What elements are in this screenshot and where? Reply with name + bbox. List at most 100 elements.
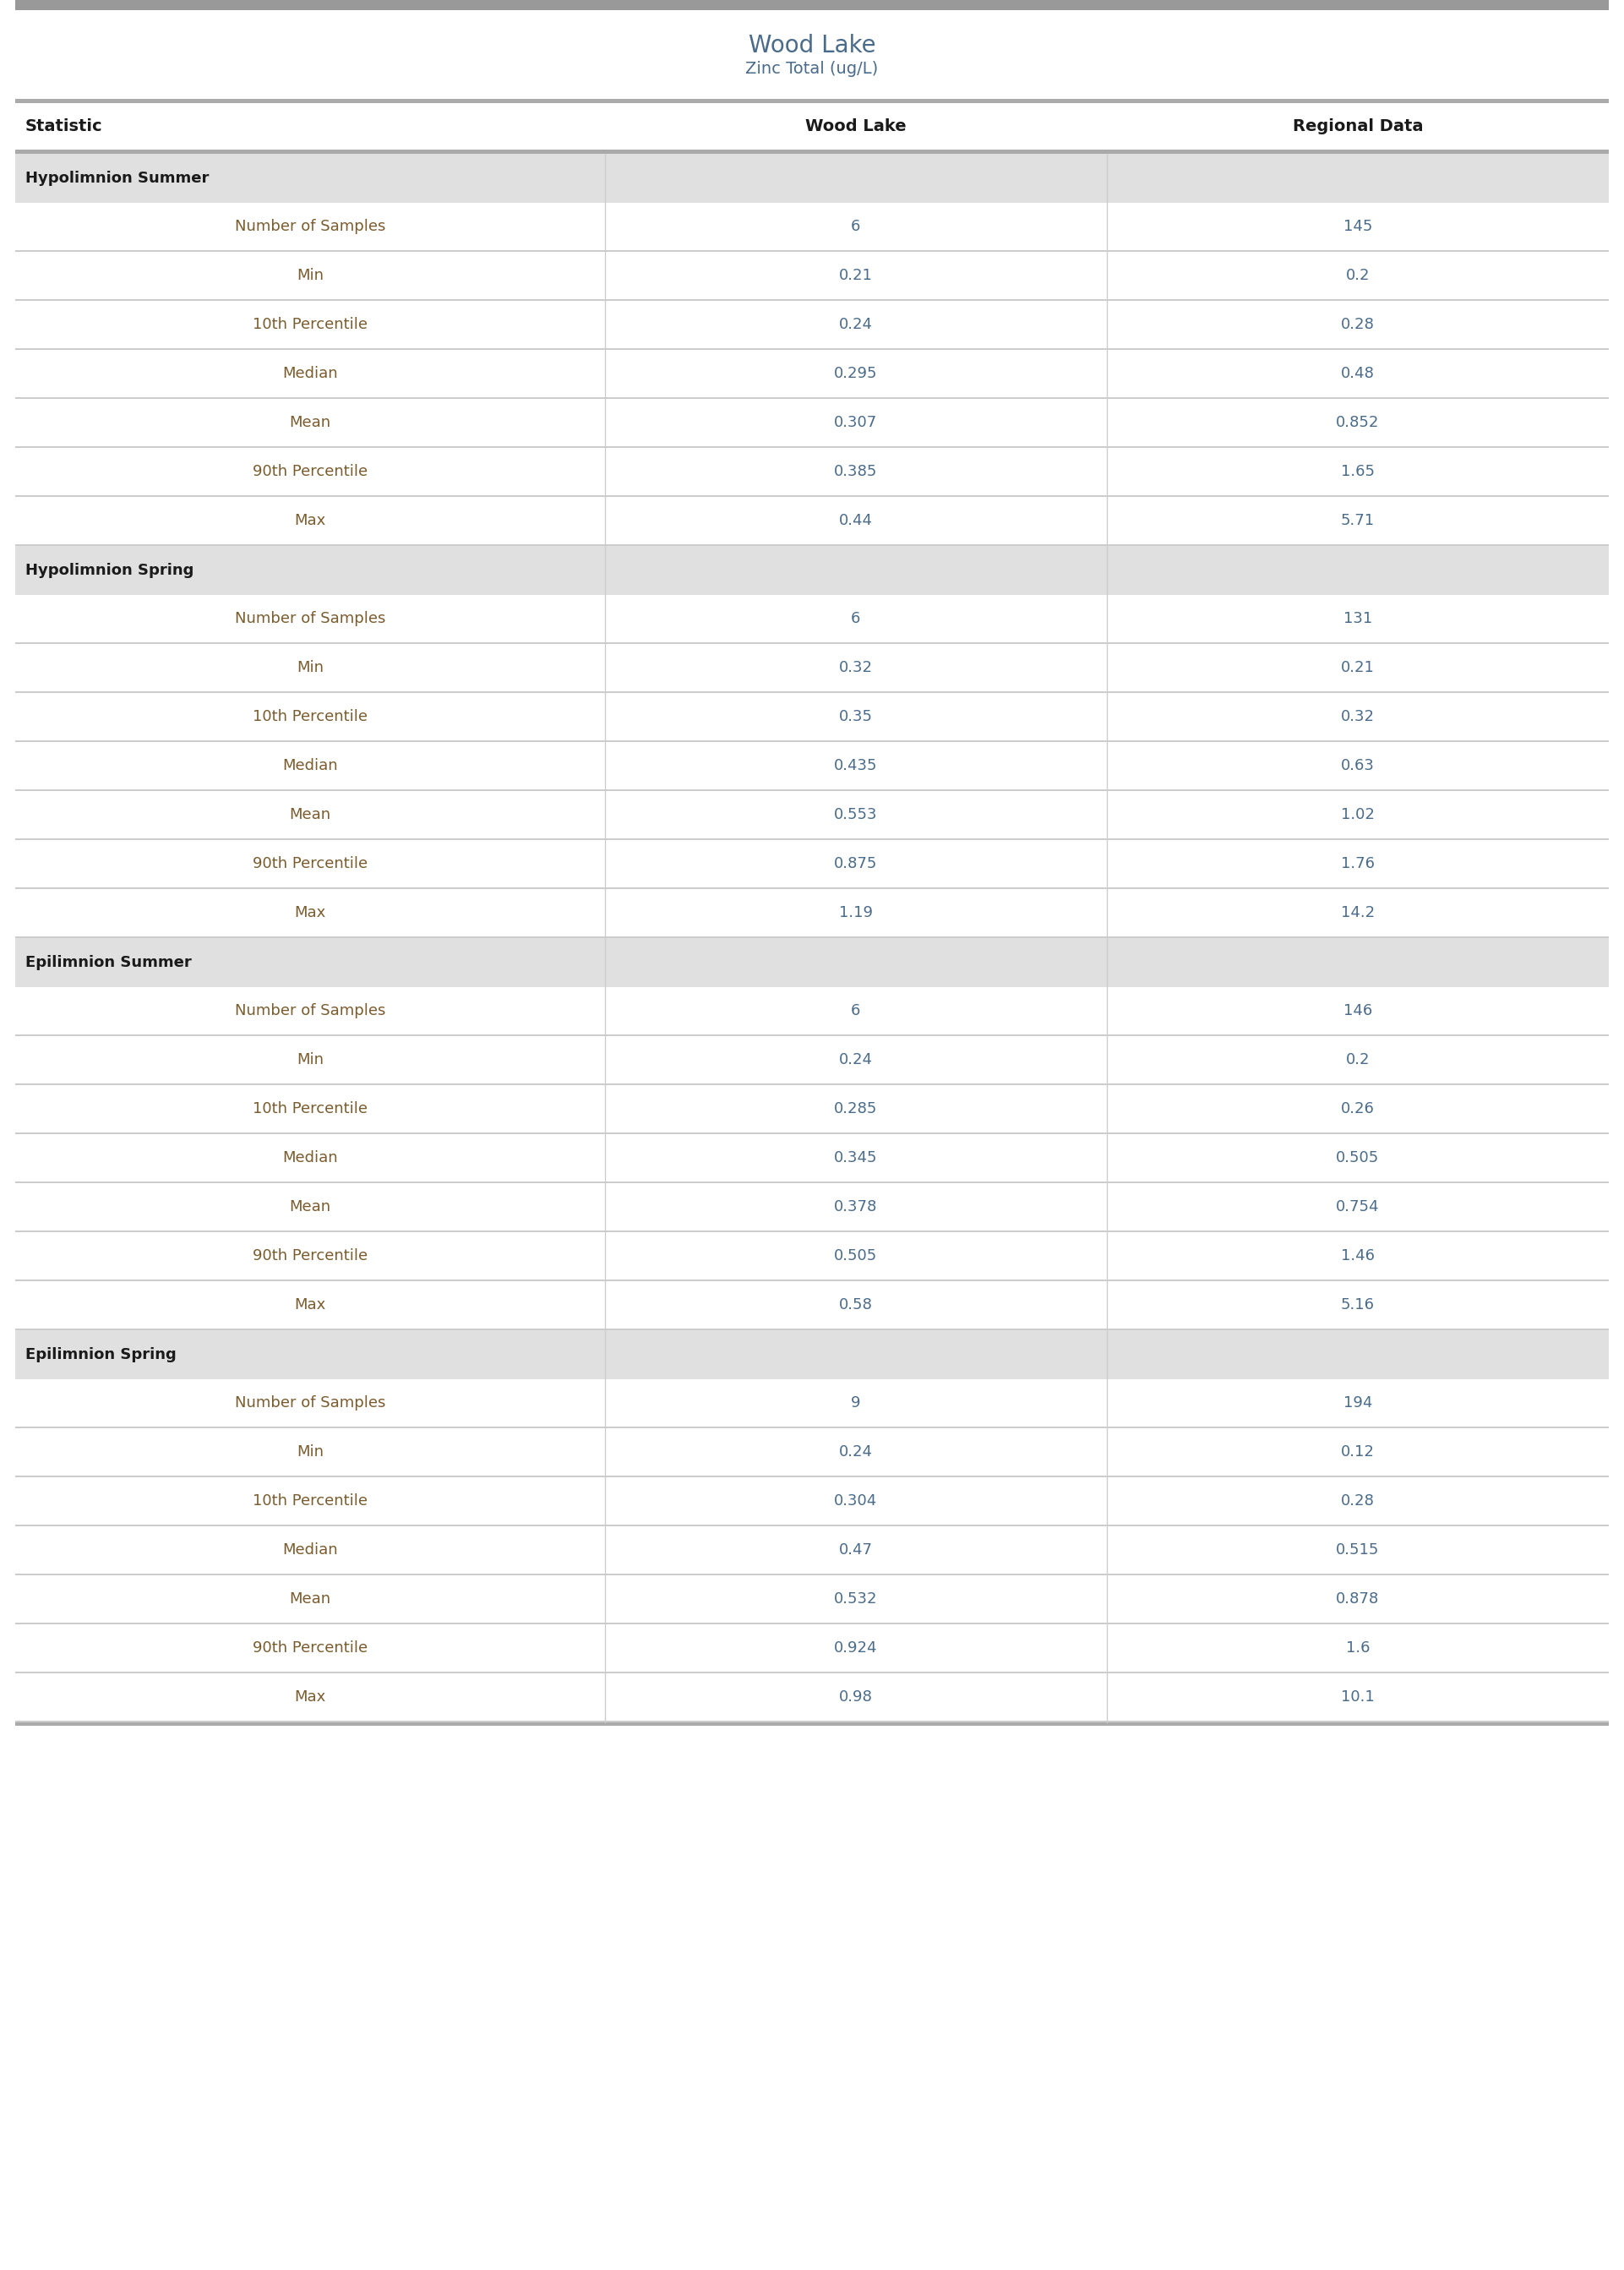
Text: 9: 9	[851, 1396, 861, 1410]
Text: 5.71: 5.71	[1341, 513, 1376, 529]
Text: 0.12: 0.12	[1341, 1444, 1374, 1460]
Text: 90th Percentile: 90th Percentile	[252, 1641, 367, 1655]
Bar	[15, 497, 1609, 545]
Text: 0.26: 0.26	[1341, 1101, 1374, 1117]
Text: 0.21: 0.21	[1341, 661, 1374, 674]
Text: Number of Samples: Number of Samples	[234, 1003, 385, 1019]
Bar	[15, 1085, 1609, 1133]
Text: 0.878: 0.878	[1337, 1591, 1379, 1607]
Text: 0.21: 0.21	[840, 268, 872, 284]
Text: 0.98: 0.98	[840, 1689, 872, 1705]
Bar	[15, 1330, 1609, 1380]
Bar	[15, 987, 1609, 1035]
Bar	[15, 790, 1609, 838]
Text: 1.19: 1.19	[840, 906, 872, 919]
Text: 0.307: 0.307	[835, 415, 877, 431]
Bar	[15, 150, 1609, 154]
Text: 0.505: 0.505	[1337, 1151, 1379, 1165]
Bar	[15, 692, 1609, 740]
Bar	[15, 1280, 1609, 1328]
Bar	[15, 840, 1609, 888]
Text: 0.2: 0.2	[1346, 268, 1369, 284]
Bar	[15, 202, 1609, 250]
Text: 0.875: 0.875	[835, 856, 877, 872]
Text: 146: 146	[1343, 1003, 1372, 1019]
Text: Min: Min	[297, 1444, 323, 1460]
Bar	[15, 1233, 1609, 1280]
Text: Epilimnion Summer: Epilimnion Summer	[26, 956, 192, 969]
Text: 0.924: 0.924	[835, 1641, 877, 1655]
Text: Max: Max	[294, 1296, 326, 1312]
Bar	[15, 1673, 1609, 1721]
Bar	[15, 400, 1609, 447]
Text: Statistic: Statistic	[26, 118, 102, 134]
Text: Min: Min	[297, 268, 323, 284]
Bar	[15, 447, 1609, 495]
Text: 10th Percentile: 10th Percentile	[253, 708, 367, 724]
Text: 1.65: 1.65	[1341, 463, 1374, 479]
Text: 10th Percentile: 10th Percentile	[253, 318, 367, 331]
Bar	[15, 1723, 1609, 1725]
Text: Median: Median	[283, 1151, 338, 1165]
Bar	[15, 595, 1609, 642]
Bar	[15, 154, 1609, 202]
Text: Wood Lake: Wood Lake	[806, 118, 906, 134]
Text: Regional Data: Regional Data	[1293, 118, 1423, 134]
Text: 10.1: 10.1	[1341, 1689, 1374, 1705]
Bar	[15, 1525, 1609, 1573]
Text: Mean: Mean	[289, 808, 331, 822]
Text: 0.285: 0.285	[835, 1101, 877, 1117]
Text: 5.16: 5.16	[1341, 1296, 1374, 1312]
Bar	[15, 1428, 1609, 1476]
Bar	[15, 102, 1609, 150]
Text: 0.58: 0.58	[840, 1296, 872, 1312]
Text: Mean: Mean	[289, 1591, 331, 1607]
Text: 0.47: 0.47	[840, 1541, 872, 1557]
Text: 0.505: 0.505	[835, 1249, 877, 1264]
Text: 6: 6	[851, 218, 861, 234]
Text: 0.32: 0.32	[1341, 708, 1374, 724]
Bar	[15, 1135, 1609, 1180]
Text: Min: Min	[297, 1053, 323, 1067]
Text: 0.2: 0.2	[1346, 1053, 1369, 1067]
Text: 0.63: 0.63	[1341, 758, 1374, 774]
Text: 90th Percentile: 90th Percentile	[252, 1249, 367, 1264]
Text: 0.24: 0.24	[840, 1053, 872, 1067]
Text: 1.02: 1.02	[1341, 808, 1374, 822]
Text: Max: Max	[294, 513, 326, 529]
Bar	[15, 9, 1609, 100]
Text: 0.35: 0.35	[840, 708, 872, 724]
Text: 145: 145	[1343, 218, 1372, 234]
Text: Zinc Total (ug/L): Zinc Total (ug/L)	[745, 61, 879, 77]
Text: 0.345: 0.345	[835, 1151, 877, 1165]
Bar	[15, 1478, 1609, 1525]
Text: 90th Percentile: 90th Percentile	[252, 463, 367, 479]
Bar	[15, 0, 1609, 9]
Text: 0.385: 0.385	[835, 463, 877, 479]
Text: Number of Samples: Number of Samples	[234, 611, 385, 627]
Text: Min: Min	[297, 661, 323, 674]
Text: 0.515: 0.515	[1337, 1541, 1379, 1557]
Text: 10th Percentile: 10th Percentile	[253, 1494, 367, 1510]
Text: 0.295: 0.295	[835, 365, 877, 381]
Bar	[15, 1625, 1609, 1671]
Bar	[15, 302, 1609, 347]
Bar	[15, 547, 1609, 595]
Text: Median: Median	[283, 365, 338, 381]
Bar	[15, 1183, 1609, 1230]
Text: 0.24: 0.24	[840, 318, 872, 331]
Text: 0.553: 0.553	[835, 808, 877, 822]
Text: Median: Median	[283, 1541, 338, 1557]
Text: 0.852: 0.852	[1337, 415, 1379, 431]
Text: 90th Percentile: 90th Percentile	[252, 856, 367, 872]
Text: Hypolimnion Summer: Hypolimnion Summer	[26, 170, 209, 186]
Text: 6: 6	[851, 611, 861, 627]
Text: Median: Median	[283, 758, 338, 774]
Bar	[15, 890, 1609, 938]
Text: 1.76: 1.76	[1341, 856, 1374, 872]
Text: 14.2: 14.2	[1341, 906, 1376, 919]
Bar	[15, 1380, 1609, 1426]
Text: 0.28: 0.28	[1341, 1494, 1374, 1510]
Text: 0.304: 0.304	[835, 1494, 877, 1510]
Text: 10th Percentile: 10th Percentile	[253, 1101, 367, 1117]
